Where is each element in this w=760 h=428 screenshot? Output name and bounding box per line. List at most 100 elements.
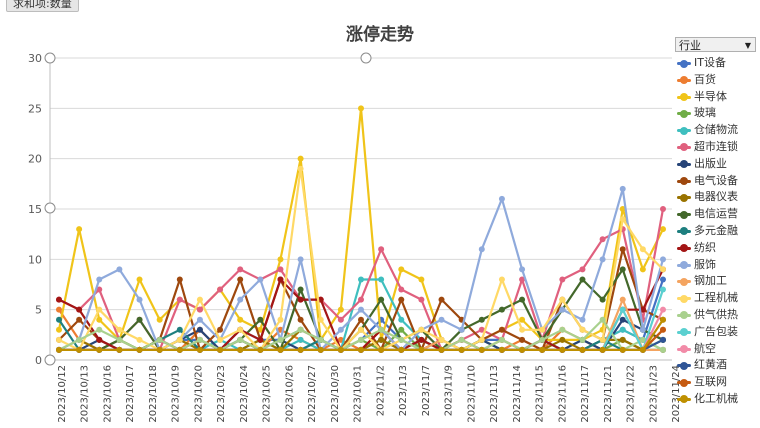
data-point — [559, 326, 566, 333]
legend-label: 超市连锁 — [694, 139, 738, 153]
resize-handle[interactable] — [360, 52, 372, 64]
data-point — [539, 326, 546, 333]
data-point — [317, 336, 324, 343]
x-tick-label: 2023/10/16 — [102, 365, 113, 423]
resize-handles[interactable] — [44, 52, 372, 366]
data-point — [599, 336, 606, 343]
data-point — [116, 336, 123, 343]
data-point — [579, 346, 586, 353]
legend-item[interactable]: 航空 — [677, 341, 760, 358]
data-point — [619, 266, 626, 273]
legend-item[interactable]: 多元金融 — [677, 223, 760, 240]
legend-item[interactable]: 广告包装 — [677, 324, 760, 341]
data-point — [438, 336, 445, 343]
legend-item[interactable]: 半导体 — [677, 89, 760, 106]
data-point — [358, 336, 364, 343]
legend-marker — [680, 160, 688, 169]
legend-item[interactable]: 玻璃 — [677, 105, 760, 122]
y-tick-label: 0 — [35, 354, 42, 367]
y-tick-label: 25 — [28, 102, 42, 115]
field-button[interactable]: 求和项:数量 — [6, 0, 79, 12]
legend-item[interactable]: 红黄酒 — [677, 357, 760, 374]
data-point — [96, 316, 103, 323]
data-point — [579, 316, 586, 323]
legend-label: 电气设备 — [694, 173, 738, 187]
data-point — [418, 326, 425, 333]
data-point — [398, 296, 405, 303]
legend-marker — [680, 59, 688, 68]
legend-marker — [680, 345, 688, 354]
data-point — [358, 326, 364, 333]
data-point — [398, 336, 405, 343]
data-point — [277, 276, 284, 283]
data-point — [599, 346, 606, 353]
legend-item[interactable]: 电器仪表 — [677, 189, 760, 206]
legend-item[interactable]: 超市连锁 — [677, 139, 760, 156]
legend-item[interactable]: 供气供热 — [677, 307, 760, 324]
legend-item[interactable]: 电气设备 — [677, 173, 760, 190]
resize-handle[interactable] — [44, 202, 56, 214]
legend-item[interactable]: 互联网 — [677, 374, 760, 391]
legend-item[interactable]: 电信运营 — [677, 206, 760, 223]
data-point — [96, 346, 103, 353]
data-point — [619, 326, 626, 333]
data-point — [297, 165, 304, 172]
data-point — [358, 296, 364, 303]
legend-marker — [680, 143, 688, 152]
series-line — [57, 187, 665, 352]
data-point — [237, 336, 244, 343]
legend-item[interactable]: 服饰 — [677, 257, 760, 274]
data-point — [217, 336, 224, 343]
legend-marker — [680, 210, 688, 219]
data-point — [398, 316, 405, 323]
data-point — [579, 326, 586, 333]
data-point — [559, 276, 566, 283]
data-point — [498, 346, 505, 353]
legend-item[interactable]: 工程机械 — [677, 290, 760, 307]
data-point — [76, 316, 83, 323]
data-point — [317, 346, 324, 353]
data-point — [639, 336, 646, 343]
data-point — [599, 256, 606, 263]
legend-marker — [680, 177, 688, 186]
legend-label: 钢加工 — [694, 274, 727, 288]
data-point — [56, 296, 62, 303]
resize-handle[interactable] — [44, 52, 56, 64]
data-point — [358, 346, 364, 353]
legend-item[interactable]: 百货 — [677, 72, 760, 89]
y-tick-label: 5 — [35, 304, 42, 317]
data-point — [76, 226, 83, 233]
legend-item[interactable]: 钢加工 — [677, 273, 760, 290]
dropdown-arrow-icon[interactable]: ▼ — [744, 41, 751, 50]
legend-item[interactable]: 纺织 — [677, 240, 760, 257]
data-point — [378, 336, 385, 343]
data-point — [639, 306, 646, 313]
x-tick-label: 2023/10/30 — [330, 365, 341, 423]
data-point — [297, 155, 304, 162]
data-point — [358, 276, 364, 283]
legend-label: 百货 — [694, 72, 716, 86]
data-point — [297, 346, 304, 353]
data-point — [136, 346, 143, 353]
legend-item[interactable]: 仓储物流 — [677, 122, 760, 139]
legend-item[interactable]: 化工机械 — [677, 391, 760, 408]
legend-filter-dropdown[interactable]: 行业 ▼ — [675, 37, 756, 52]
data-point — [136, 276, 143, 283]
legend-marker — [680, 126, 688, 135]
data-point — [337, 326, 344, 333]
data-point — [639, 326, 646, 333]
data-point — [519, 316, 526, 323]
data-point — [56, 316, 62, 323]
data-point — [619, 316, 626, 323]
data-point — [418, 336, 425, 343]
data-point — [660, 276, 666, 283]
data-point — [619, 306, 626, 313]
x-tick-label: 2023/11/15 — [535, 365, 546, 423]
legend-marker — [680, 395, 688, 404]
data-point — [660, 306, 666, 313]
legend-item[interactable]: 出版业 — [677, 156, 760, 173]
data-point — [660, 316, 666, 323]
resize-handle[interactable] — [44, 354, 56, 366]
legend-item[interactable]: IT设备 — [677, 55, 760, 72]
data-point — [337, 316, 344, 323]
